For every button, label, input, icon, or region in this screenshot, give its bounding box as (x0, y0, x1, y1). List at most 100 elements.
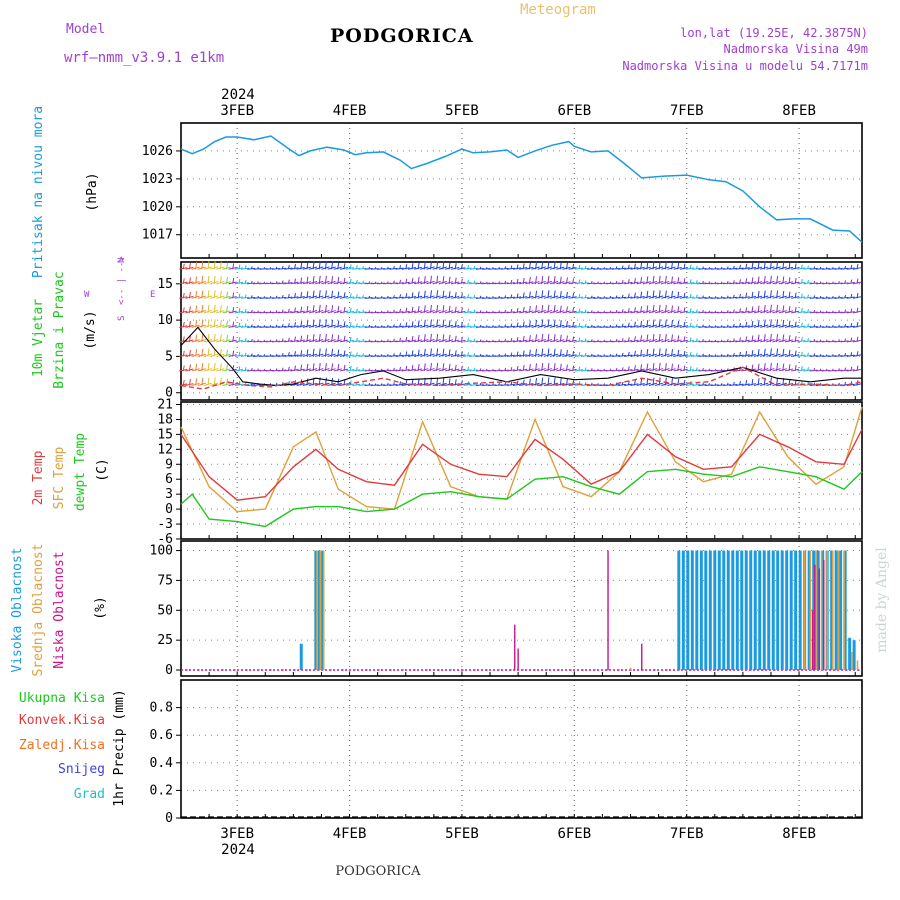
wind-barb (840, 353, 849, 357)
wind-barb (537, 261, 546, 270)
wind-barb (185, 379, 194, 386)
wind-barb (253, 281, 262, 285)
wind-barb (296, 292, 305, 299)
wind-barb (648, 275, 658, 285)
wind-barb (698, 280, 707, 285)
wind-barb (741, 350, 750, 357)
wind-barb (679, 278, 688, 285)
wind-barb (191, 363, 200, 372)
wind-barb (642, 276, 651, 285)
wind-barb (339, 364, 349, 372)
wind-barb (655, 362, 664, 372)
wind-barb (407, 263, 417, 270)
wind-barb (624, 337, 633, 343)
wind-barb (618, 323, 627, 328)
wind-barb (568, 336, 577, 343)
cloud-bar (517, 648, 519, 671)
cloud-bar (699, 550, 703, 671)
wind-barb (389, 280, 398, 285)
wind-barb (469, 309, 478, 314)
panel-frame (180, 679, 863, 819)
wind-barb (253, 266, 262, 270)
wind-barb (704, 281, 713, 285)
wind-barb (383, 339, 392, 343)
wind-barb (308, 348, 318, 357)
wind-barb (760, 363, 769, 372)
wind-barb (772, 290, 781, 299)
wind-barb (840, 367, 849, 372)
wind-barb (185, 306, 194, 314)
wind-barb (630, 292, 639, 299)
meteogram-label: Meteogram (520, 2, 596, 18)
wind-barb (457, 278, 466, 285)
wind-barb (271, 368, 281, 372)
wind-barb (469, 338, 478, 343)
wind-barb (426, 333, 435, 343)
top-year-label: 2024 (221, 87, 255, 103)
wind-barb (222, 277, 231, 285)
wind-barb (741, 379, 750, 386)
wind-barb (420, 261, 429, 270)
wind-barb (278, 353, 287, 357)
wind-barb (216, 290, 225, 299)
y-tick-label: 50 (157, 603, 173, 618)
wind-barb (679, 379, 688, 386)
wind-barb (667, 334, 676, 343)
wind-barb (618, 352, 627, 357)
wind-barb (284, 308, 293, 314)
cloud-bar (740, 550, 744, 671)
wind-barb (525, 364, 534, 372)
wind-barb (630, 336, 639, 343)
cloud-label-mid: Srednja Oblacnost (31, 543, 46, 676)
wind-barb (840, 309, 849, 314)
cloud-bar (823, 560, 825, 671)
wind-barb (191, 291, 200, 299)
wind-barb (327, 276, 336, 285)
wind-barb (321, 319, 330, 328)
wind-barb (562, 277, 571, 285)
wind-barb (729, 309, 738, 314)
wind-barb (327, 261, 336, 270)
wind-barb (321, 261, 330, 270)
cloud-bar (316, 550, 318, 671)
wind-barb (234, 366, 243, 372)
wind-barb (549, 261, 559, 270)
wind-barb (271, 281, 281, 285)
y-tick-label: 0.6 (150, 728, 173, 743)
wind-barb (791, 350, 800, 357)
wind-barb (506, 265, 515, 270)
wind-barb (791, 321, 800, 328)
wind-barb (494, 368, 503, 372)
wind-barb (197, 275, 206, 285)
wind-barb (815, 281, 824, 285)
wind-barb (580, 338, 590, 343)
wind-barb (667, 276, 676, 285)
wind-barb (352, 279, 361, 285)
wind-barb (271, 295, 281, 299)
wind-barb (383, 382, 392, 386)
precip-label-snow: Snijeg (58, 762, 105, 777)
wind-barb (753, 320, 763, 328)
wind-barb (723, 324, 732, 328)
wind-barb (469, 280, 478, 285)
wind-barb (395, 294, 404, 299)
wind-barb (735, 264, 744, 270)
wind-barb (506, 294, 515, 299)
wind-barb (815, 295, 824, 299)
wind-barb (543, 275, 553, 285)
wind-barb (210, 304, 219, 314)
wind-barb (383, 310, 392, 314)
wind-barb (624, 264, 633, 270)
wind-barb (760, 305, 769, 314)
cloud-bar (708, 550, 712, 671)
wind-barb (271, 310, 281, 314)
wind-barb (537, 362, 546, 372)
wind-barb (673, 335, 682, 343)
wind-barb (420, 319, 429, 328)
wind-barb (766, 261, 775, 270)
wind-barb (500, 280, 509, 285)
wind-barb (846, 294, 855, 299)
wind-barb (648, 319, 658, 328)
wind-barb (525, 349, 534, 357)
wind-barb (753, 291, 763, 299)
